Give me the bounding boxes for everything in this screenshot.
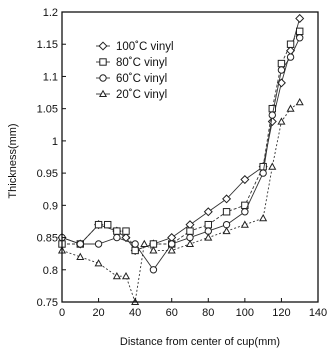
- data-point: [121, 271, 131, 280]
- data-point: [113, 227, 121, 235]
- x-tick-label: 80: [202, 307, 214, 319]
- data-point: [268, 111, 276, 119]
- data-point: [140, 239, 149, 248]
- y-tick-label: 1.15: [37, 39, 58, 51]
- legend-marker: [99, 58, 107, 66]
- data-point: [122, 227, 130, 235]
- data-point: [286, 53, 295, 61]
- data-point: [186, 227, 194, 235]
- data-point: [131, 246, 139, 255]
- y-tick-label: 0.85: [37, 233, 58, 245]
- data-point: [112, 271, 121, 280]
- data-point: [185, 239, 195, 248]
- x-tick-label: 140: [309, 307, 327, 319]
- data-series-layer: [57, 13, 305, 306]
- data-point: [286, 40, 295, 48]
- y-axis-title: Thickness(mm): [7, 123, 19, 198]
- data-point: [286, 104, 295, 112]
- data-point: [241, 208, 249, 216]
- series-triangle-group: [57, 97, 304, 306]
- x-tick-label: 20: [92, 307, 104, 319]
- data-point: [131, 240, 139, 248]
- legend-marker: [98, 41, 108, 51]
- data-point: [222, 226, 231, 235]
- x-axis-title: Distance from center of cup(mm): [120, 336, 280, 348]
- y-tick-label: 1.2: [43, 7, 58, 19]
- data-point: [94, 259, 103, 267]
- y-tick-label: 0.9: [43, 200, 58, 212]
- data-point: [149, 246, 158, 254]
- legend-entry-label: 100˚C vinyl: [116, 41, 174, 53]
- x-tick-label: 0: [59, 307, 65, 319]
- y-tick-label: 0.8: [43, 265, 58, 277]
- data-point: [94, 220, 103, 229]
- data-point: [296, 27, 304, 36]
- data-point: [222, 194, 232, 204]
- data-point: [277, 59, 286, 68]
- data-point: [295, 97, 304, 106]
- data-point: [268, 104, 276, 113]
- data-point: [277, 117, 286, 125]
- data-point: [296, 34, 304, 42]
- data-point: [203, 207, 213, 217]
- data-point: [259, 213, 268, 222]
- y-tick-label: 1.05: [37, 104, 58, 116]
- legend-entry-label: 20˚C vinyl: [116, 89, 167, 101]
- y-tick-label: 1: [52, 136, 58, 148]
- legend: 100˚C vinyl 80˚C vinyl 60˚C vinyl 20˚C viny…: [96, 41, 174, 101]
- data-point: [222, 208, 231, 216]
- data-point: [240, 220, 249, 228]
- data-point: [240, 175, 250, 185]
- data-point: [104, 220, 112, 229]
- data-point: [277, 66, 286, 74]
- y-tick-label: 0.95: [37, 168, 58, 180]
- data-point: [295, 13, 305, 23]
- data-point: [149, 266, 158, 274]
- data-point: [76, 252, 85, 260]
- data-point: [259, 162, 267, 171]
- x-tick-label: 40: [129, 307, 141, 319]
- series-line: [61, 37, 301, 271]
- series-line: [61, 101, 300, 303]
- data-point: [94, 240, 103, 248]
- legend-marker: [98, 89, 108, 98]
- y-tick-label: 0.75: [37, 297, 58, 309]
- plot-frame: [61, 11, 319, 303]
- axis-ticks: 0 20 40 60 80 100 120 140 0.75 0.8 0.85 0.9 0.95 1 1.0…: [37, 7, 328, 319]
- data-point: [204, 220, 212, 229]
- x-tick-label: 120: [272, 307, 290, 319]
- legend-entry-label: 60˚C vinyl: [116, 73, 167, 85]
- x-tick-label: 100: [236, 307, 254, 319]
- data-point: [76, 240, 84, 248]
- data-point: [259, 169, 267, 177]
- data-point: [113, 233, 121, 242]
- data-point: [268, 162, 277, 170]
- x-tick-label: 60: [166, 307, 178, 319]
- legend-marker: [99, 74, 107, 82]
- data-point: [204, 233, 213, 241]
- data-point: [167, 246, 176, 254]
- legend-entry-label: 80˚C vinyl: [116, 57, 167, 69]
- y-tick-label: 1.1: [43, 71, 58, 83]
